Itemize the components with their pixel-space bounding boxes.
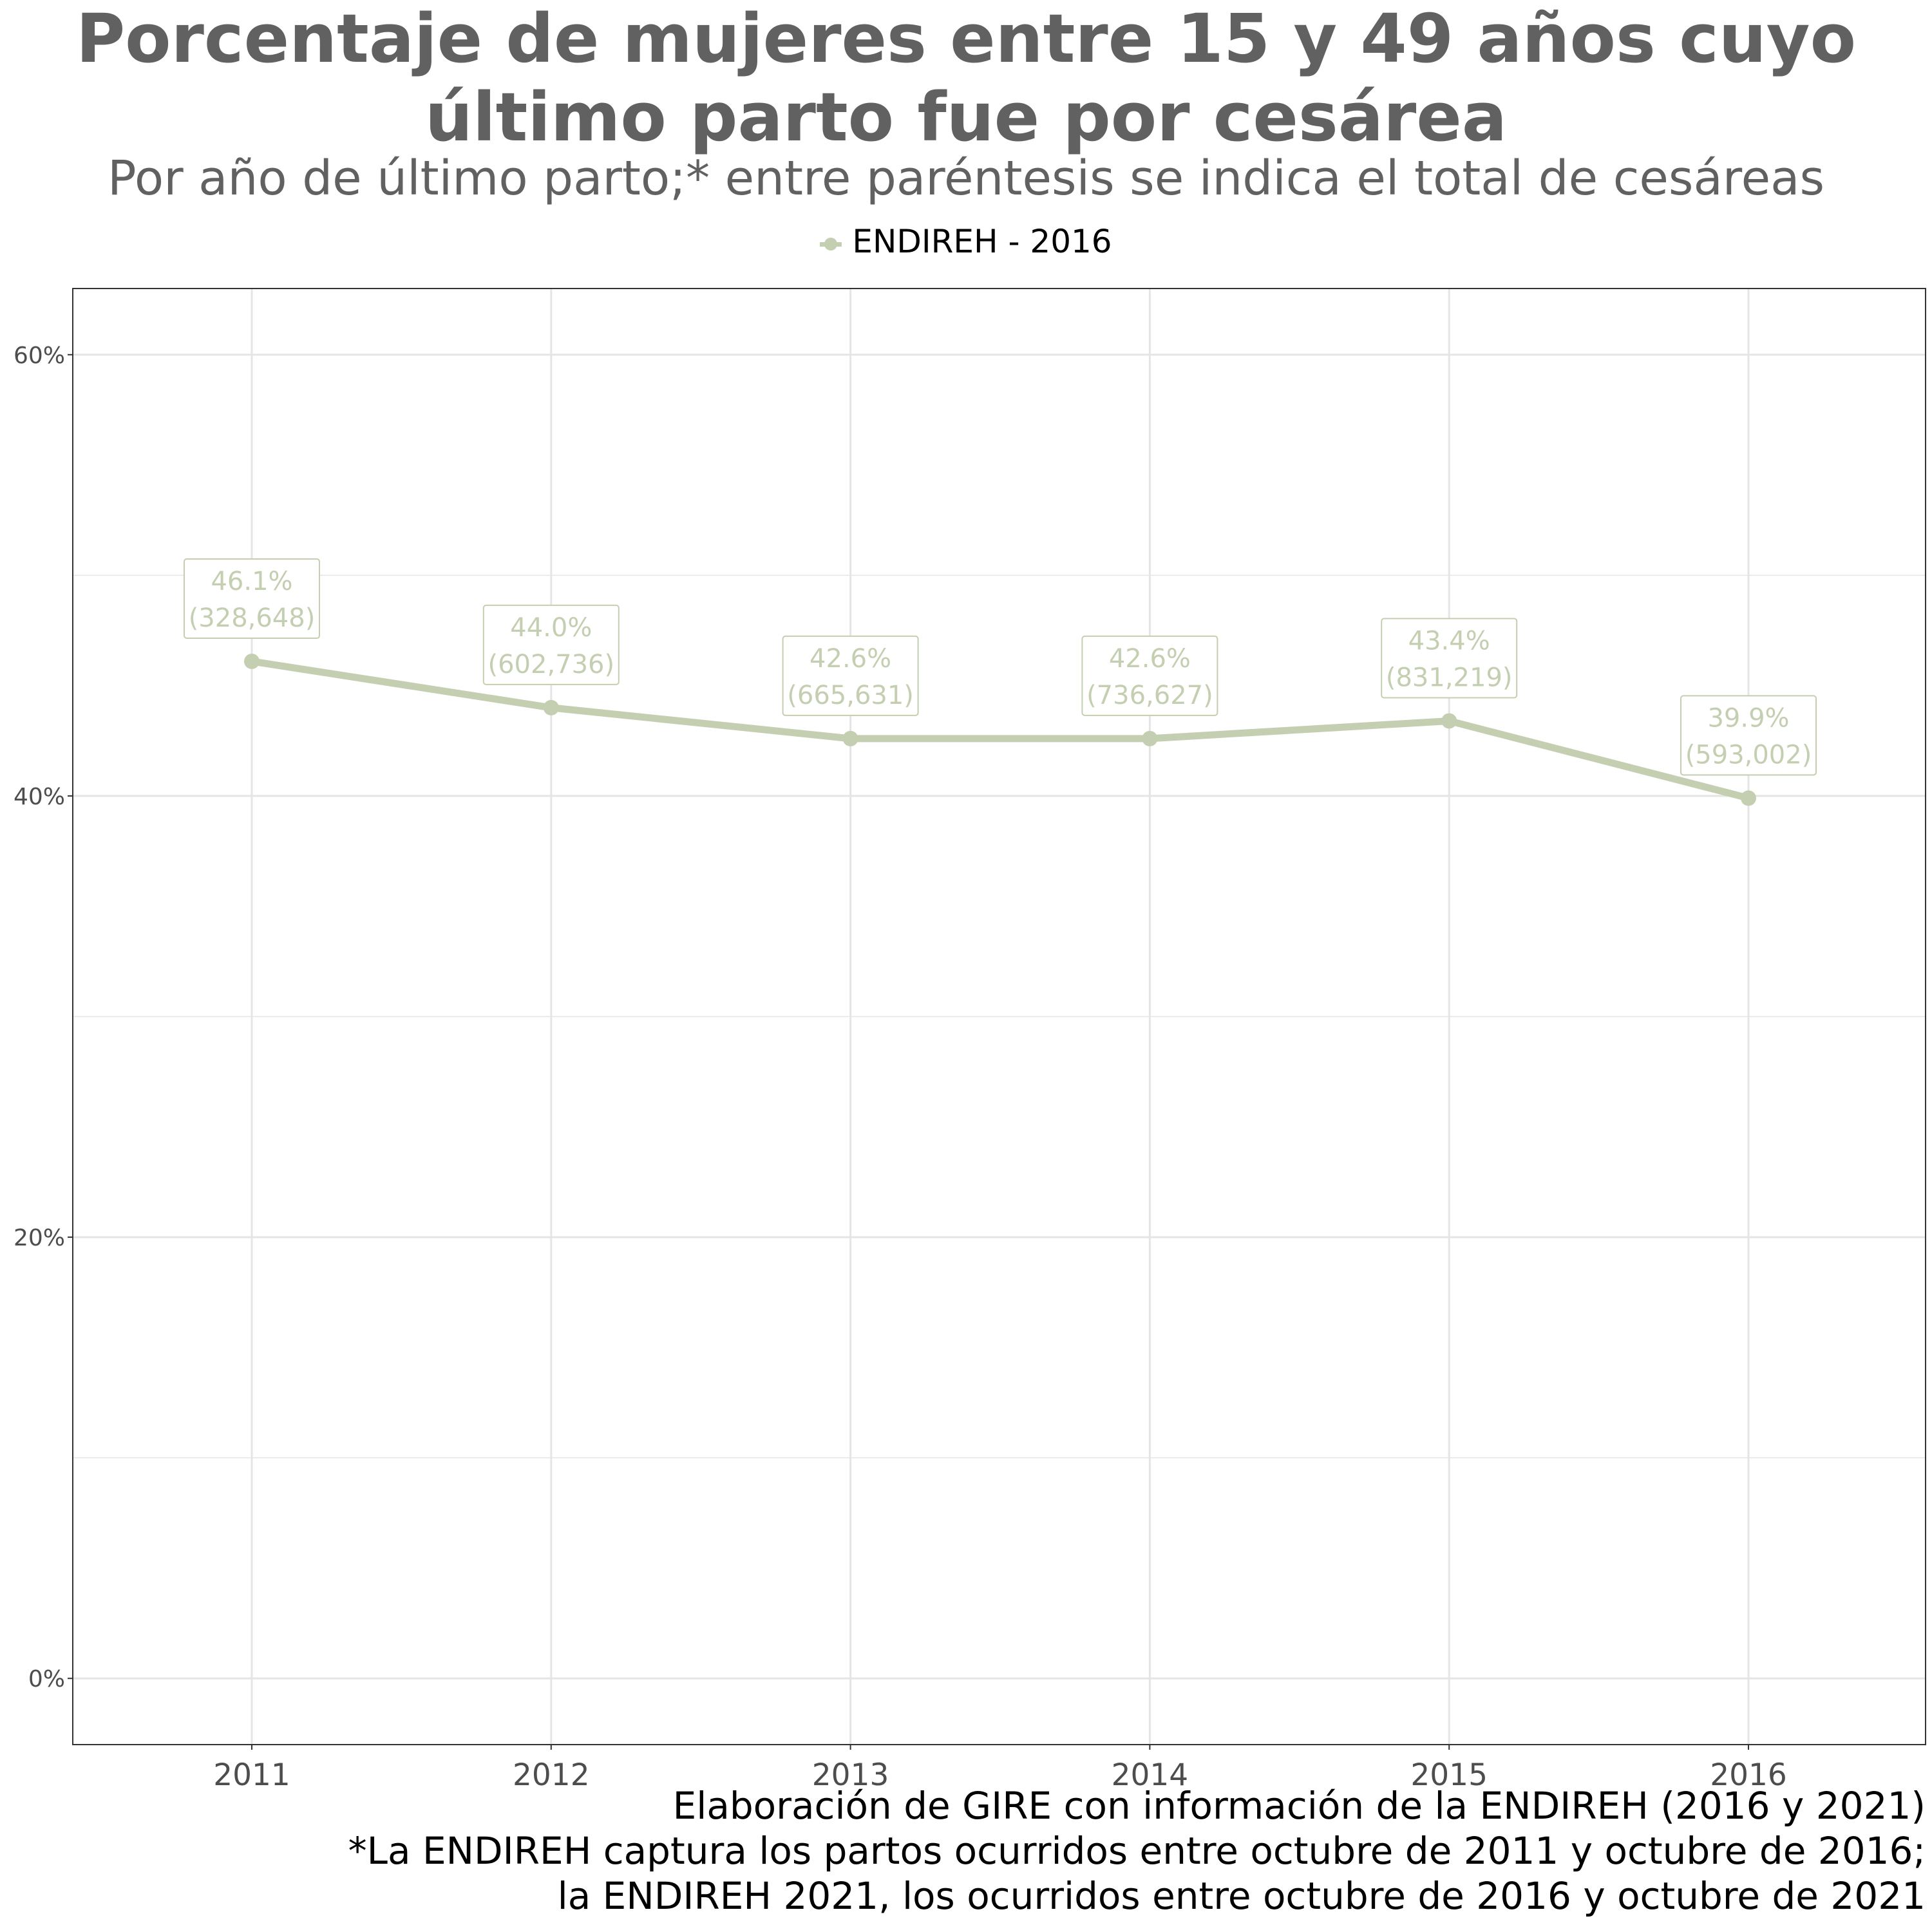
data-label-percent: 42.6% [1109, 644, 1191, 674]
data-label-percent: 46.1% [211, 567, 292, 596]
x-tick-label: 2012 [513, 1757, 590, 1793]
chart-subtitle: Por año de último parto;* entre paréntes… [107, 151, 1825, 206]
data-label-count: (328,648) [189, 603, 316, 633]
data-label-percent: 42.6% [810, 644, 891, 674]
x-tick-label: 2013 [812, 1757, 889, 1793]
caption-note-1: *La ENDIREH captura los partos ocurridos… [348, 1829, 1926, 1873]
plot-panel-border [72, 288, 1926, 1745]
data-label-box [1381, 618, 1518, 699]
chart-title-line-2: último parto fue por cesárea [424, 78, 1508, 156]
data-point [543, 699, 559, 715]
chart-title-line-1: Porcentaje de mujeres entre 15 y 49 años… [75, 0, 1857, 78]
x-tick-label: 2016 [1710, 1757, 1787, 1793]
data-label-box [1081, 635, 1218, 716]
legend-label: ENDIREH - 2016 [852, 223, 1112, 260]
data-point [1741, 790, 1756, 806]
data-label-count: (602,736) [488, 650, 614, 679]
y-tick-label: 40% [14, 784, 65, 810]
caption-note-2: la ENDIREH 2021, los ocurridos entre oct… [557, 1874, 1926, 1918]
y-tick-label: 20% [14, 1225, 65, 1251]
data-label-layer: 46.1% (328,648) 44.0% (602,736) 42.6% (665,63… [184, 558, 1817, 776]
axis-layer: 0% 20% 40% 60% 2011 2012 2013 2014 2015 2016 [14, 343, 1787, 1793]
data-point [1441, 713, 1457, 729]
grid-layer [73, 289, 1926, 1745]
data-label-percent: 39.9% [1707, 703, 1789, 733]
legend: ENDIREH - 2016 [0, 225, 1932, 258]
data-label-count: (736,627) [1086, 681, 1213, 710]
data-label-count: (831,219) [1386, 663, 1513, 692]
data-label-box [782, 635, 919, 716]
x-tick-label: 2015 [1410, 1757, 1488, 1793]
x-tick-label: 2014 [1112, 1757, 1189, 1793]
caption-source: Elaboración de GIRE con información de l… [672, 1784, 1926, 1828]
y-tick-label: 0% [28, 1666, 65, 1692]
data-label-box [1680, 695, 1817, 776]
x-tick-label: 2011 [213, 1757, 290, 1793]
data-label-box [482, 604, 620, 685]
data-label-count: (665,631) [787, 681, 914, 710]
data-label-count: (593,002) [1685, 740, 1812, 770]
data-point [1142, 730, 1158, 746]
legend-key-icon [820, 234, 842, 254]
data-label-percent: 44.0% [510, 613, 592, 643]
series-line [248, 658, 1752, 802]
y-tick-label: 60% [14, 343, 65, 369]
data-label-percent: 43.4% [1408, 626, 1490, 656]
data-point [842, 730, 858, 746]
data-point [244, 653, 260, 669]
series-layer [244, 653, 1756, 806]
data-label-box [184, 558, 320, 639]
